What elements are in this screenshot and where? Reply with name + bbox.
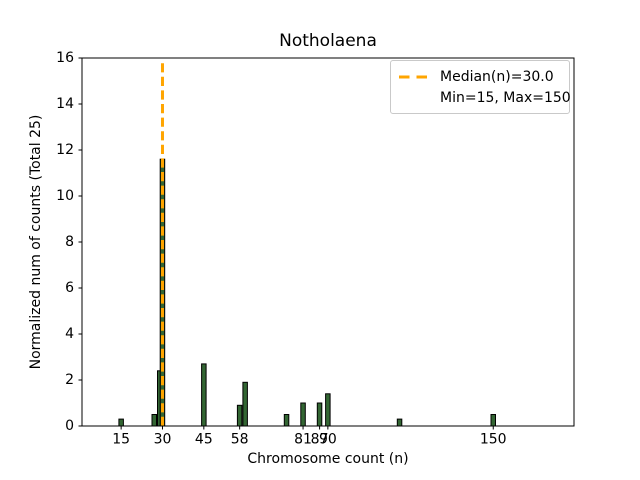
bar: [118, 418, 124, 427]
legend: Median(n)=30.0 Min=15, Max=150: [390, 60, 571, 114]
y-tick-label: 12: [56, 142, 74, 158]
bar: [316, 402, 323, 427]
x-tick-label: 30: [154, 432, 172, 448]
chart-title: Notholaena: [279, 31, 377, 51]
bars-layer: [118, 158, 496, 427]
legend-label-minmax: Min=15, Max=150: [440, 89, 571, 106]
x-tick-label: 150: [480, 432, 507, 448]
x-tick-label: 90: [319, 432, 337, 448]
bar: [325, 393, 331, 427]
legend-entry-minmax: Min=15, Max=150: [398, 87, 571, 108]
median-dashed-line-legend-handle: [399, 75, 430, 78]
x-tick-label: 81: [294, 432, 312, 448]
bar: [300, 402, 306, 427]
y-tick-label: 16: [56, 50, 74, 66]
y-tick-label: 2: [65, 372, 74, 388]
y-tick-label: 4: [65, 326, 74, 342]
y-tick-label: 14: [56, 96, 74, 112]
bar: [242, 381, 248, 427]
legend-label-median: Median(n)=30.0: [440, 68, 554, 85]
bar: [396, 418, 403, 427]
x-tick-label: 87: [311, 432, 329, 448]
bar: [151, 414, 157, 427]
bar: [490, 414, 496, 427]
x-tick-label: 45: [195, 432, 213, 448]
legend-entry-median: Median(n)=30.0: [398, 66, 561, 87]
y-tick-label: 6: [65, 280, 74, 296]
x-tick-label: 58: [231, 432, 249, 448]
y-tick-label: 10: [56, 188, 74, 204]
y-tick-label: 8: [65, 234, 74, 250]
x-axis-label: Chromosome count (n): [247, 451, 409, 467]
bar: [201, 363, 207, 427]
bar: [283, 414, 290, 427]
empty-legend-handle: [398, 94, 431, 102]
x-tick-label: 15: [112, 432, 130, 448]
bar: [236, 404, 243, 427]
y-tick-label: 0: [65, 418, 74, 434]
